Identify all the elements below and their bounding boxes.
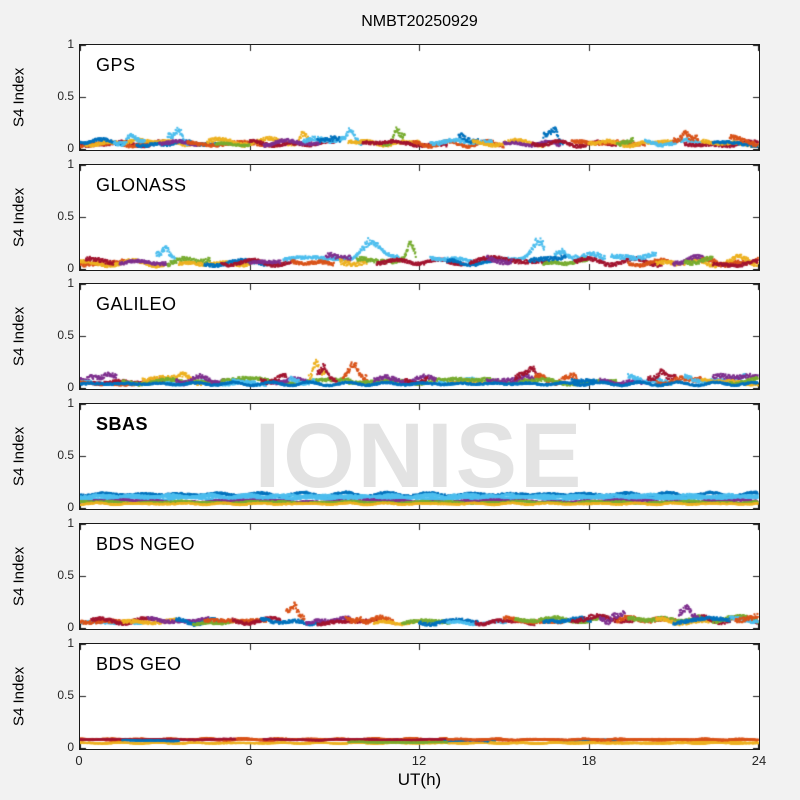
panel-gps: S4 Index 1 0.5 0 GPS — [0, 37, 800, 155]
y-tick-label: 0.5 — [57, 688, 74, 702]
y-tick-label: 1 — [67, 516, 74, 530]
scatter-canvas — [80, 644, 759, 749]
y-axis-label: S4 Index — [10, 546, 28, 607]
y-axis-label: S4 Index — [10, 666, 28, 727]
panel-sbas: S4 Index 1 0.5 0 IONISE SBAS — [0, 396, 800, 514]
panel-label: GPS — [96, 55, 136, 75]
plot-area: GALILEO — [79, 283, 760, 390]
x-tick-label: 24 — [751, 753, 767, 768]
y-tick-label: 0.5 — [57, 328, 74, 342]
panel-glonass: S4 Index 1 0.5 0 GLONASS — [0, 157, 800, 275]
y-axis-label: S4 Index — [10, 426, 28, 487]
y-tick-label: 1 — [67, 396, 74, 410]
y-tick-label: 0 — [67, 500, 74, 514]
y-tick-label: 1 — [67, 276, 74, 290]
scatter-canvas — [80, 45, 759, 150]
plot-area: BDS GEO — [79, 643, 760, 750]
y-axis-label: S4 Index — [10, 187, 28, 248]
x-tick-label: 6 — [245, 753, 253, 768]
plot-area: IONISE SBAS — [79, 403, 760, 510]
y-tick-label: 1 — [67, 636, 74, 650]
x-tick-label: 12 — [411, 753, 427, 768]
scatter-canvas — [80, 404, 759, 509]
y-tick-label: 0 — [67, 380, 74, 394]
y-tick-label: 0.5 — [57, 89, 74, 103]
scatter-canvas — [80, 284, 759, 389]
x-tick-label: 18 — [581, 753, 597, 768]
x-tick-label: 0 — [75, 753, 83, 768]
y-axis-label: S4 Index — [10, 306, 28, 367]
panel-label: GLONASS — [96, 175, 187, 195]
y-tick-label: 0 — [67, 740, 74, 754]
y-tick-label: 0 — [67, 261, 74, 275]
scatter-canvas — [80, 524, 759, 629]
chart-title: NMBT20250929 — [361, 13, 478, 30]
plot-area: GPS — [79, 44, 760, 151]
y-tick-label: 0.5 — [57, 209, 74, 223]
panel-galileo: S4 Index 1 0.5 0 GALILEO — [0, 276, 800, 394]
x-axis: 0 6 12 18 24 UT(h) — [0, 753, 800, 798]
y-axis-label: S4 Index — [10, 67, 28, 128]
plot-area: GLONASS — [79, 164, 760, 271]
panel-label: SBAS — [96, 414, 149, 434]
y-tick-label: 0 — [67, 620, 74, 634]
y-tick-label: 1 — [67, 157, 74, 171]
x-axis-label: UT(h) — [397, 770, 442, 789]
panel-label: GALILEO — [96, 294, 177, 314]
scatter-canvas — [80, 165, 759, 270]
plot-area: BDS NGEO — [79, 523, 760, 630]
y-tick-label: 0.5 — [57, 568, 74, 582]
panel-label: BDS NGEO — [96, 534, 196, 554]
panel-bds-ngeo: S4 Index 1 0.5 0 BDS NGEO — [0, 516, 800, 634]
y-tick-label: 0.5 — [57, 448, 74, 462]
y-tick-label: 0 — [67, 141, 74, 155]
panel-bds-geo: S4 Index 1 0.5 0 BDS GEO — [0, 636, 800, 754]
y-tick-label: 1 — [67, 37, 74, 51]
panel-label: BDS GEO — [96, 654, 182, 674]
